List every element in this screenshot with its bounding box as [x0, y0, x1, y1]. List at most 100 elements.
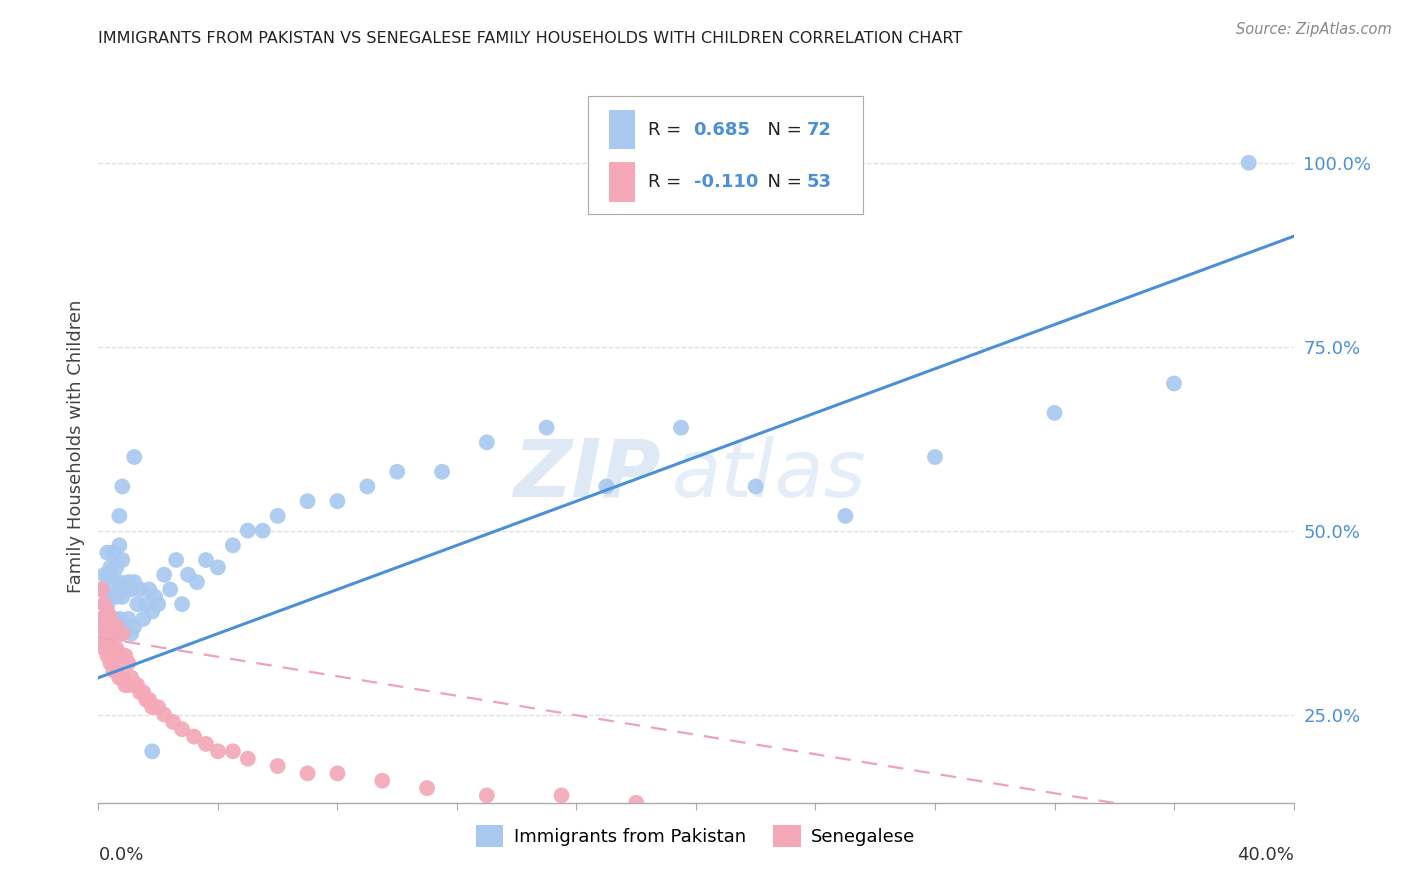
Point	[177, 567, 200, 582]
Point	[105, 590, 128, 604]
Point	[326, 766, 349, 780]
Point	[626, 796, 648, 810]
Point	[111, 626, 134, 640]
Point	[117, 612, 139, 626]
Point	[1237, 155, 1260, 169]
Point	[114, 648, 136, 663]
Point	[108, 575, 131, 590]
Point	[103, 612, 125, 626]
Point	[111, 479, 134, 493]
Point	[103, 641, 125, 656]
Point	[124, 450, 146, 464]
Point	[371, 773, 394, 788]
Point	[105, 560, 128, 574]
Point	[186, 575, 208, 590]
Point	[111, 590, 134, 604]
Point	[195, 737, 218, 751]
Point	[111, 626, 134, 640]
Point	[96, 648, 118, 663]
Point	[172, 597, 194, 611]
Point	[120, 671, 142, 685]
Point	[745, 479, 768, 493]
Point	[297, 494, 319, 508]
Point	[117, 575, 139, 590]
Point	[162, 714, 184, 729]
Point	[108, 648, 131, 663]
Point	[138, 693, 160, 707]
Point	[98, 634, 122, 648]
Point	[124, 619, 146, 633]
Legend: Immigrants from Pakistan, Senegalese: Immigrants from Pakistan, Senegalese	[470, 818, 922, 855]
Point	[96, 567, 118, 582]
Point	[105, 619, 128, 633]
Point	[834, 508, 856, 523]
Point	[143, 590, 166, 604]
Point	[103, 664, 125, 678]
Point	[98, 656, 122, 670]
Point	[924, 450, 946, 464]
Point	[96, 605, 118, 619]
Text: 72: 72	[807, 121, 832, 139]
Point	[475, 435, 498, 450]
Point	[96, 597, 118, 611]
Point	[385, 465, 409, 479]
Point	[114, 619, 136, 633]
Point	[159, 582, 181, 597]
Point	[103, 641, 125, 656]
Point	[117, 678, 139, 692]
Point	[90, 612, 112, 626]
Point	[267, 759, 290, 773]
Point	[297, 766, 319, 780]
Point	[105, 619, 128, 633]
Point	[267, 508, 290, 523]
FancyBboxPatch shape	[589, 96, 863, 214]
Text: N =: N =	[756, 173, 807, 191]
Point	[132, 685, 155, 699]
Point	[536, 420, 558, 434]
Text: 40.0%: 40.0%	[1237, 846, 1294, 863]
Point	[108, 538, 131, 552]
Point	[111, 671, 134, 685]
Point	[105, 664, 128, 678]
Point	[124, 575, 146, 590]
Text: Source: ZipAtlas.com: Source: ZipAtlas.com	[1236, 22, 1392, 37]
FancyBboxPatch shape	[609, 162, 636, 202]
Point	[416, 781, 439, 796]
Point	[98, 590, 122, 604]
Text: atlas: atlas	[672, 435, 868, 514]
Point	[90, 634, 112, 648]
Point	[141, 744, 163, 758]
Point	[111, 648, 134, 663]
Point	[148, 700, 170, 714]
Point	[111, 553, 134, 567]
Text: ZIP: ZIP	[513, 435, 661, 514]
Point	[114, 678, 136, 692]
Point	[138, 582, 160, 597]
Point	[183, 730, 205, 744]
Point	[129, 685, 152, 699]
Point	[98, 560, 122, 574]
Point	[96, 634, 118, 648]
Text: N =: N =	[756, 121, 807, 139]
Point	[127, 597, 149, 611]
Point	[96, 546, 118, 560]
Point	[236, 524, 259, 538]
Point	[93, 619, 115, 633]
Point	[195, 553, 218, 567]
Point	[93, 597, 115, 611]
Point	[124, 678, 146, 692]
Text: 53: 53	[807, 173, 832, 191]
Point	[141, 605, 163, 619]
Point	[108, 671, 131, 685]
Point	[153, 567, 176, 582]
Point	[98, 626, 122, 640]
Text: R =: R =	[648, 173, 688, 191]
Point	[669, 420, 692, 434]
Point	[103, 575, 125, 590]
Point	[96, 626, 118, 640]
Point	[129, 582, 152, 597]
Point	[475, 789, 498, 803]
Point	[108, 508, 131, 523]
Point	[105, 641, 128, 656]
FancyBboxPatch shape	[609, 111, 636, 150]
